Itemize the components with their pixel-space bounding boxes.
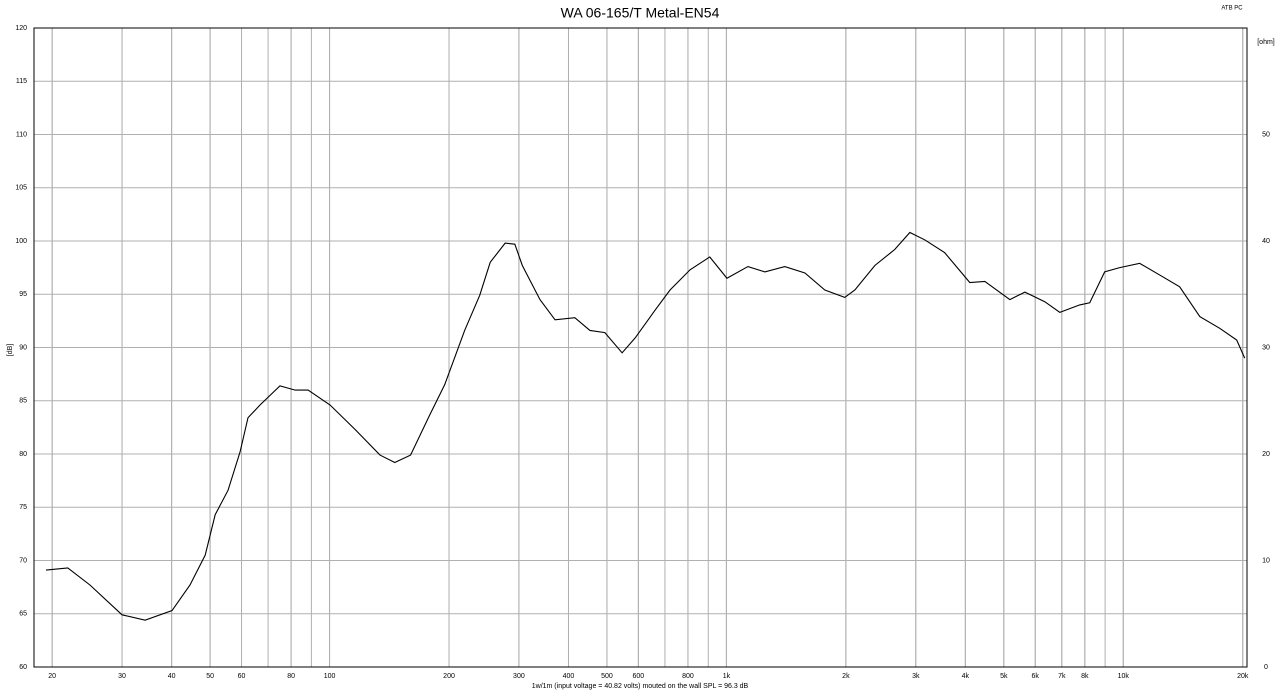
x-tick-label: 1k xyxy=(723,673,731,680)
y2-tick-label: 0 xyxy=(1264,664,1268,671)
y-tick-label: 65 xyxy=(19,611,27,618)
y-tick-label: 85 xyxy=(19,398,27,405)
response-line xyxy=(45,231,1246,621)
y-tick-label: 110 xyxy=(16,131,27,138)
y-tick-label: 60 xyxy=(19,664,27,671)
y-tick-label: 115 xyxy=(16,78,27,85)
x-tick-label: 100 xyxy=(324,673,336,680)
x-tick-label: 50 xyxy=(206,673,214,680)
y-tick-label: 80 xyxy=(19,451,27,458)
corner-label: ATB PC xyxy=(1221,6,1243,12)
y-tick-label: 100 xyxy=(15,238,27,245)
x-tick-label: 40 xyxy=(168,673,176,680)
y-tick-label: 75 xyxy=(19,504,27,511)
y2-tick-label: 30 xyxy=(1262,344,1270,351)
x-tick-label: 10k xyxy=(1118,673,1130,680)
x-tick-label: 60 xyxy=(238,673,246,680)
x-tick-label: 200 xyxy=(443,673,455,680)
y2-tick-label: 20 xyxy=(1262,451,1270,458)
x-tick-label: 7k xyxy=(1058,673,1066,680)
x-tick-label: 5k xyxy=(1000,673,1008,680)
plot-frame xyxy=(33,27,1248,668)
y-tick-label: 70 xyxy=(19,557,27,564)
x-tick-label: 20k xyxy=(1237,673,1249,680)
y2-tick-label: 50 xyxy=(1262,131,1270,138)
x-tick-label: 8k xyxy=(1081,673,1089,680)
x-tick-label: 800 xyxy=(682,673,694,680)
x-tick-label: 300 xyxy=(513,673,525,680)
x-tick-label: 20 xyxy=(48,673,56,680)
annotation: 1w/1m (input voltage = 40.82 volts) mout… xyxy=(532,683,749,690)
y2-tick-label: 40 xyxy=(1262,238,1270,245)
x-tick-label: 6k xyxy=(1032,673,1040,680)
x-tick-label: 80 xyxy=(287,673,295,680)
x-tick-label: 4k xyxy=(962,673,970,680)
x-tick-label: 600 xyxy=(633,673,645,680)
y-tick-label: 90 xyxy=(19,344,27,351)
y-tick-label: 120 xyxy=(15,25,27,32)
x-tick-label: 30 xyxy=(118,673,126,680)
x-tick-label: 500 xyxy=(601,673,613,680)
x-tick-label: 3k xyxy=(912,673,920,680)
y-axis-label: [dB] xyxy=(7,344,14,357)
x-tick-label: 400 xyxy=(563,673,575,680)
y2-axis-label: [ohm] xyxy=(1257,39,1275,46)
chart-title: WA 06-165/T Metal-EN54 xyxy=(561,5,720,21)
y-tick-label: 95 xyxy=(19,291,27,298)
y2-tick-label: 10 xyxy=(1262,557,1270,564)
y-tick-label: 105 xyxy=(15,185,27,192)
x-tick-label: 2k xyxy=(842,673,850,680)
